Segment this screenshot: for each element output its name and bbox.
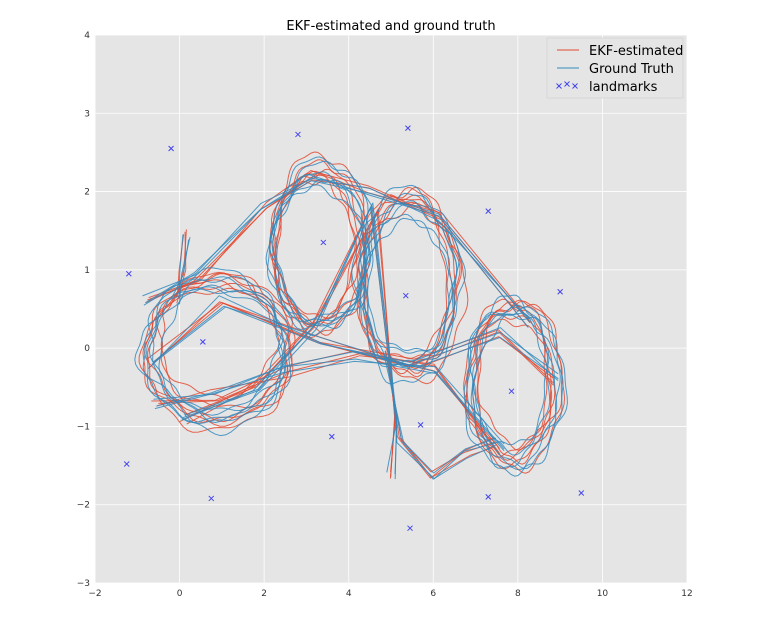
truth-segment	[152, 305, 559, 381]
ekf-loop	[274, 159, 366, 339]
landmark-marker	[557, 288, 563, 295]
landmark-marker	[199, 339, 206, 345]
legend-landmark-glyph	[572, 83, 578, 89]
landmark-marker	[208, 495, 215, 502]
x-tick-label: 0	[177, 589, 183, 599]
ekf-loop	[142, 283, 294, 427]
truth-loop	[158, 284, 284, 424]
truth-segment	[178, 234, 184, 299]
ekf-segment	[153, 302, 555, 384]
y-tick-label: −2	[77, 501, 90, 511]
landmark-marker	[295, 131, 301, 138]
ekf-segment	[185, 210, 396, 477]
ekf-loop	[476, 301, 563, 451]
truth-loop	[351, 184, 460, 368]
truth-segment	[171, 239, 190, 299]
landmark-marker	[125, 270, 132, 277]
legend-landmark-glyph	[556, 83, 562, 89]
truth-loop	[265, 184, 364, 331]
legend-label-truth: Ground Truth	[589, 62, 674, 77]
truth-segment	[142, 180, 531, 324]
truth-segment	[143, 177, 530, 320]
legend: EKF-estimated Ground Truth landmarks	[546, 37, 683, 99]
x-tick-label: 8	[515, 589, 521, 599]
landmark-marker	[405, 125, 411, 132]
landmark-marker	[320, 239, 327, 246]
truth-segment	[151, 306, 559, 375]
legend-label-ekf: EKF-estimated	[589, 44, 683, 59]
y-tick-label: 4	[84, 31, 90, 41]
x-tick-label: 4	[346, 589, 352, 599]
truth-loop	[363, 192, 458, 352]
truth-segment	[181, 207, 397, 473]
landmark-marker	[578, 490, 585, 496]
landmark-marker	[485, 208, 492, 214]
truth-segment	[153, 351, 505, 450]
truth-segment	[383, 353, 497, 474]
truth-loop	[469, 294, 550, 446]
truth-loop	[470, 313, 564, 456]
landmark-marker	[417, 422, 424, 428]
truth-segment	[183, 204, 398, 480]
landmark-marker	[168, 145, 174, 152]
plot-area	[95, 35, 687, 583]
ekf-segment	[146, 302, 555, 379]
x-tick-label: 2	[261, 589, 267, 599]
landmark-layer	[123, 125, 585, 532]
ekf-loop	[274, 179, 358, 327]
x-tick-label: 6	[430, 589, 436, 599]
landmark-marker	[485, 494, 492, 500]
y-tick-label: −1	[77, 422, 90, 432]
series-layer	[134, 151, 568, 480]
x-tick-label: 10	[597, 589, 609, 599]
legend-swatch-landmarks	[556, 81, 578, 89]
truth-segment	[145, 175, 529, 328]
ekf-loop	[362, 202, 469, 385]
legend-landmark-glyph	[564, 81, 570, 87]
truth-loop	[147, 267, 284, 412]
truth-loop	[146, 275, 292, 437]
x-tick-label: 12	[681, 589, 692, 599]
truth-loop	[148, 276, 289, 425]
truth-loop	[142, 288, 286, 416]
truth-loop	[269, 171, 369, 323]
ekf-segment	[176, 231, 187, 304]
truth-loop	[463, 304, 558, 477]
y-tick-label: 0	[84, 344, 90, 354]
truth-loop	[271, 160, 375, 326]
landmark-marker	[508, 388, 515, 395]
legend-label-landmarks: landmarks	[589, 80, 658, 95]
y-tick-label: 1	[84, 266, 90, 276]
chart-title: EKF-estimated and ground truth	[286, 19, 495, 34]
truth-loop	[363, 217, 454, 368]
y-tick-label: −3	[77, 579, 90, 589]
truth-segment	[390, 355, 496, 480]
landmark-marker	[328, 433, 335, 440]
landmark-marker	[123, 461, 130, 467]
truth-loop	[466, 306, 551, 468]
landmark-marker	[407, 525, 413, 532]
truth-segment	[154, 360, 505, 445]
y-tick-label: 2	[84, 188, 90, 198]
y-tick-label: 3	[84, 109, 90, 119]
landmark-marker	[402, 292, 409, 299]
x-tick-label: −2	[88, 589, 101, 599]
